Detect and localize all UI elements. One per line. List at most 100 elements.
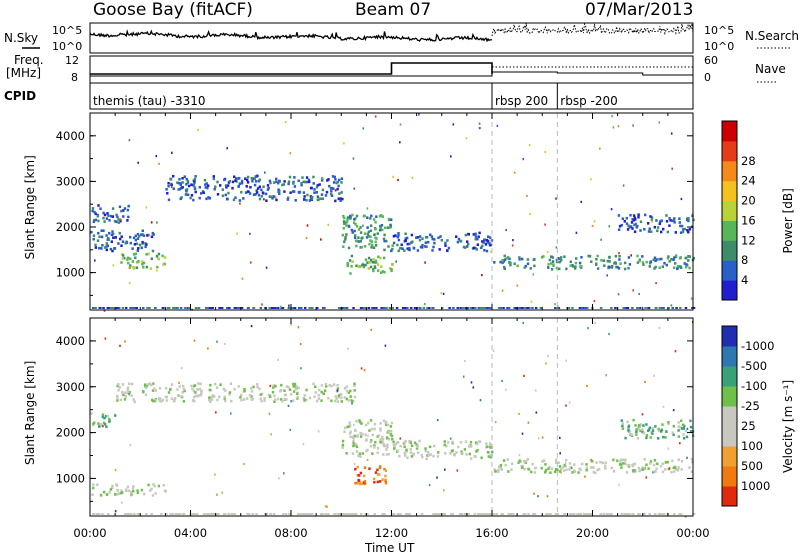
echo-cell [151,399,155,403]
colorbar-tick-label: 25 [741,419,756,433]
echo-cell [373,446,376,449]
echo-cell [510,468,513,471]
echo-cell [172,187,175,190]
echo-cell [663,261,666,265]
echo-cell [419,245,423,249]
echo-cell [353,428,357,432]
echo-cell [660,230,663,234]
echo-cell [318,388,321,392]
echo-cell [150,221,153,224]
nave-tick-60: 60 [704,54,718,67]
echo-cell [592,470,595,474]
colorbar-segment [722,426,737,447]
echo-cell [218,395,221,399]
echo-cell [404,239,407,242]
echo-cell [439,235,442,238]
echo-cell [382,419,386,422]
echo-cell [317,397,320,400]
echo-cell [626,420,629,424]
echo-cell [353,187,356,190]
echo-cell [361,264,364,267]
echo-cell [680,459,684,463]
echo-cell [240,307,244,309]
echo-cell [263,396,266,400]
echo-cell [574,261,578,265]
echo-cell [123,398,127,401]
echo-cell [297,307,301,309]
echo-cell [544,150,546,154]
echo-cell [360,237,363,240]
echo-cell [336,389,339,392]
echo-cell [360,513,363,515]
echo-cell [359,431,362,435]
colorbar-frame [721,120,738,301]
echo-cell [374,471,378,474]
echo-cell [200,389,203,392]
echo-cell [124,513,127,515]
echo-cell [312,382,315,386]
echo-cell [506,458,509,461]
echo-cell [280,398,283,401]
echo-cell [673,470,676,473]
echo-cell [618,252,620,255]
echo-cell [642,466,645,470]
echo-cell [303,398,306,402]
time-axis-label: Time UT [364,541,415,554]
echo-cell [666,257,670,260]
echo-cell [559,436,561,439]
echo-cell [446,249,449,252]
echo-cell [350,228,353,232]
echo-cell [372,477,376,481]
echo-cell [424,245,427,248]
echo-cell [94,243,97,247]
echo-cell [496,469,499,473]
echo-cell [355,214,359,218]
echo-cell [472,386,475,389]
echo-cell [623,220,626,223]
echo-cell [661,307,664,309]
echo-cell [281,400,284,403]
echo-cell [390,249,393,253]
echo-cell [141,263,144,266]
echo-cell [336,400,339,403]
echo-cell [182,384,185,388]
echo-cell [557,461,560,464]
echo-cell [531,513,535,515]
echo-cell [273,400,276,403]
echo-cell [148,382,151,386]
echo-cell [632,214,636,217]
echo-cell [128,139,131,142]
echo-cell [140,488,144,492]
echo-cell [639,229,642,232]
echo-cell [373,261,376,264]
echo-cell [130,382,134,386]
echo-cell [680,419,683,423]
echo-cell [608,256,611,259]
echo-cell [466,240,469,243]
echo-cell [367,421,370,425]
echo-cell [433,241,436,245]
echo-cell [309,513,312,515]
echo-cell [359,307,363,309]
echo-cell [322,392,326,395]
echo-cell [283,190,286,193]
echo-cell [354,467,357,471]
echo-cell [338,513,341,515]
echo-cell [621,427,625,430]
echo-cell [261,191,265,194]
echo-cell [226,184,230,187]
echo-cell [665,263,668,267]
echo-cell [232,198,236,202]
echo-cell [118,231,121,235]
echo-cell [577,513,581,515]
echo-cell [433,444,436,448]
echo-cell [172,174,175,178]
echo-cell [581,462,584,466]
echo-cell [372,268,375,271]
echo-cell [418,113,420,116]
echo-cell [135,307,138,309]
echo-cell [498,465,501,469]
echo-cell [93,210,96,214]
echo-cell [672,433,675,437]
echo-cell [352,441,355,444]
